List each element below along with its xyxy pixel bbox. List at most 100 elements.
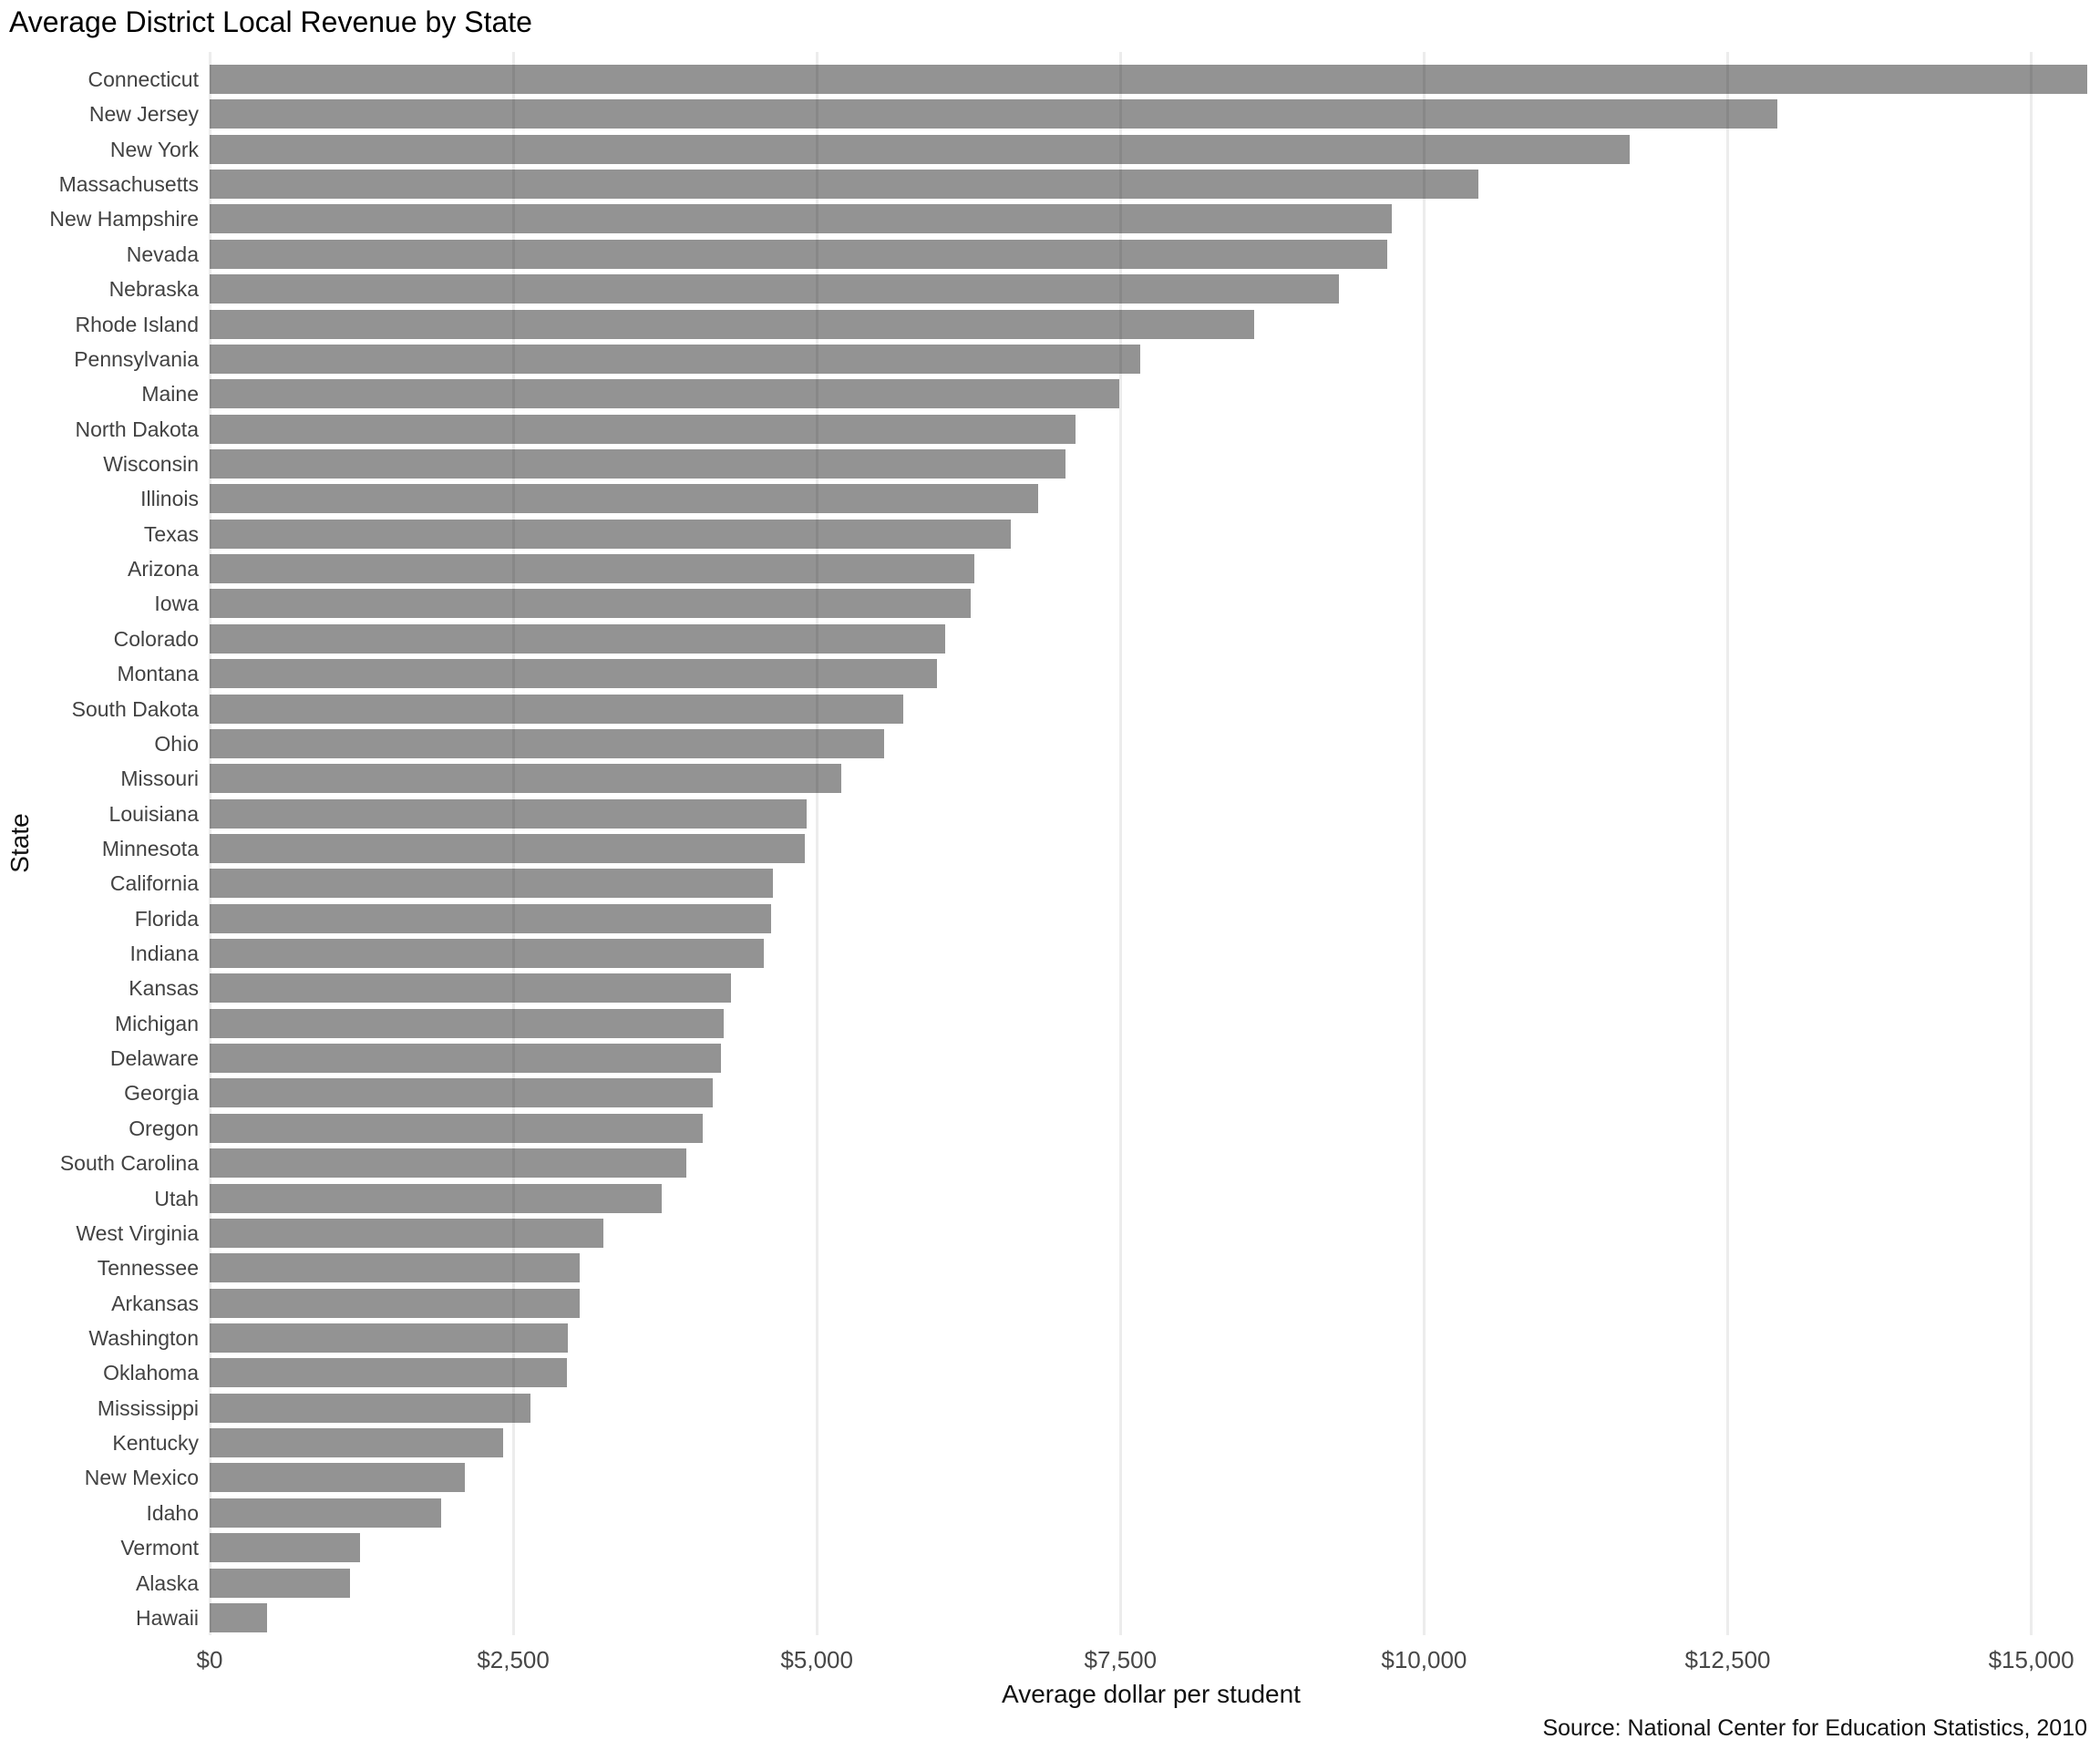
bar-vermont bbox=[210, 1533, 361, 1563]
gridline bbox=[1726, 52, 1729, 1635]
y-tick-label: Nevada bbox=[126, 242, 199, 266]
gridline bbox=[208, 52, 211, 1635]
bar-tennessee bbox=[210, 1253, 581, 1283]
y-tick-label: Kansas bbox=[129, 976, 199, 1001]
bar-west-virginia bbox=[210, 1218, 604, 1248]
bar-arizona bbox=[210, 554, 974, 583]
y-tick-label: Oklahoma bbox=[103, 1361, 199, 1385]
plot-panel bbox=[208, 52, 2093, 1635]
bar-iowa bbox=[210, 589, 972, 619]
y-tick-label: Pennsylvania bbox=[74, 346, 199, 371]
bar-indiana bbox=[210, 939, 764, 968]
x-tick-label: $15,000 bbox=[1988, 1646, 2074, 1673]
y-tick-label: Idaho bbox=[146, 1500, 199, 1525]
chart-title: Average District Local Revenue by State bbox=[9, 5, 532, 38]
bar-oklahoma bbox=[210, 1358, 568, 1388]
y-tick-label: Delaware bbox=[109, 1046, 199, 1071]
y-tick-label: Maine bbox=[141, 382, 199, 407]
x-tick-label: $5,000 bbox=[780, 1646, 853, 1673]
y-tick-label: North Dakota bbox=[75, 417, 199, 441]
x-tick-label: $2,500 bbox=[477, 1646, 550, 1673]
x-tick-label: $7,500 bbox=[1084, 1646, 1158, 1673]
y-tick-label: Washington bbox=[88, 1326, 199, 1350]
bar-kansas bbox=[210, 973, 731, 1004]
y-tick-label: Oregon bbox=[129, 1116, 199, 1140]
bar-new-mexico bbox=[210, 1463, 465, 1493]
x-tick-label: $0 bbox=[196, 1646, 223, 1673]
y-tick-label: Georgia bbox=[124, 1081, 199, 1106]
gridline bbox=[815, 52, 818, 1635]
bar-ohio bbox=[210, 728, 885, 758]
y-tick-label: Louisiana bbox=[108, 801, 199, 826]
y-tick-label: Arizona bbox=[128, 557, 199, 581]
bar-new-hampshire bbox=[210, 204, 1393, 234]
bar-rhode-island bbox=[210, 309, 1254, 339]
bar-minnesota bbox=[210, 833, 805, 863]
bar-idaho bbox=[210, 1498, 441, 1528]
y-tick-label: Arkansas bbox=[111, 1291, 199, 1315]
y-tick-label: Florida bbox=[134, 906, 199, 931]
gridline bbox=[2030, 52, 2033, 1635]
bar-connecticut bbox=[210, 65, 2087, 94]
y-tick-label: Michigan bbox=[114, 1011, 199, 1035]
y-tick-label: South Dakota bbox=[71, 696, 199, 721]
bar-illinois bbox=[210, 484, 1038, 514]
y-tick-label: Vermont bbox=[120, 1536, 199, 1560]
bar-nebraska bbox=[210, 274, 1339, 304]
bar-delaware bbox=[210, 1044, 721, 1074]
bar-pennsylvania bbox=[210, 344, 1141, 374]
bar-new-york bbox=[210, 134, 1631, 164]
y-tick-label: Massachusetts bbox=[58, 172, 199, 197]
y-tick-label: Utah bbox=[154, 1186, 199, 1210]
gridline bbox=[1118, 52, 1122, 1635]
gridline bbox=[1422, 52, 1426, 1635]
bar-kentucky bbox=[210, 1428, 503, 1457]
y-tick-label: Nebraska bbox=[108, 277, 199, 302]
bar-florida bbox=[210, 903, 771, 933]
y-tick-label: New York bbox=[109, 137, 199, 161]
y-tick-label: Connecticut bbox=[88, 67, 199, 91]
x-axis-title: Average dollar per student bbox=[1002, 1680, 1301, 1708]
bar-montana bbox=[210, 659, 938, 689]
bar-north-dakota bbox=[210, 414, 1076, 444]
bar-mississippi bbox=[210, 1393, 531, 1423]
bar-nevada bbox=[210, 239, 1388, 269]
bar-oregon bbox=[210, 1113, 703, 1143]
bar-wisconsin bbox=[210, 449, 1065, 479]
y-tick-label: New Hampshire bbox=[49, 207, 199, 232]
y-tick-label: Minnesota bbox=[101, 836, 199, 860]
y-tick-label: South Carolina bbox=[59, 1151, 199, 1176]
y-tick-label: New Mexico bbox=[84, 1466, 199, 1490]
bar-california bbox=[210, 869, 774, 899]
gridline bbox=[511, 52, 515, 1635]
y-tick-label: Montana bbox=[117, 662, 199, 686]
bar-hawaii bbox=[210, 1602, 267, 1632]
y-tick-label: California bbox=[109, 871, 199, 896]
source-note: Source: National Center for Education St… bbox=[1542, 1715, 2087, 1741]
bar-south-carolina bbox=[210, 1148, 686, 1179]
y-tick-label: Missouri bbox=[120, 767, 199, 791]
y-tick-label: Wisconsin bbox=[103, 452, 199, 476]
y-tick-label: Iowa bbox=[154, 592, 199, 616]
x-tick-label: $12,500 bbox=[1684, 1646, 1771, 1673]
bar-michigan bbox=[210, 1008, 725, 1038]
x-tick-label: $10,000 bbox=[1381, 1646, 1467, 1673]
y-tick-label: Mississippi bbox=[97, 1395, 199, 1420]
bar-texas bbox=[210, 519, 1012, 549]
bar-alaska bbox=[210, 1568, 350, 1598]
y-tick-label: Texas bbox=[143, 521, 199, 546]
bar-georgia bbox=[210, 1078, 714, 1108]
y-tick-label: Tennessee bbox=[97, 1256, 199, 1281]
bar-maine bbox=[210, 379, 1119, 409]
y-tick-label: Ohio bbox=[154, 731, 199, 756]
bar-washington bbox=[210, 1323, 569, 1353]
bar-south-dakota bbox=[210, 694, 903, 724]
bar-massachusetts bbox=[210, 170, 1478, 200]
y-tick-label: West Virginia bbox=[76, 1220, 199, 1245]
y-axis-title: State bbox=[5, 813, 34, 873]
bar-arkansas bbox=[210, 1288, 580, 1318]
bar-louisiana bbox=[210, 798, 807, 829]
y-tick-label: Alaska bbox=[135, 1570, 199, 1595]
y-tick-label: Kentucky bbox=[112, 1431, 199, 1455]
